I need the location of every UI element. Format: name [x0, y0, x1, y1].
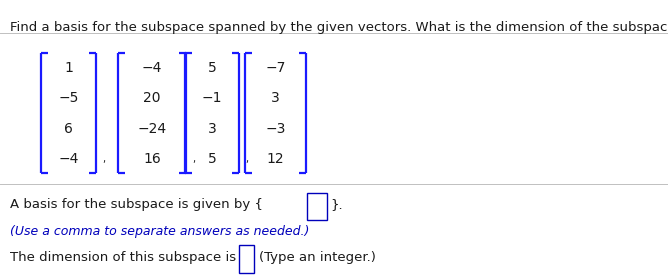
FancyBboxPatch shape — [307, 193, 327, 220]
Text: 6: 6 — [64, 122, 73, 136]
Text: −4: −4 — [58, 152, 79, 166]
Text: −24: −24 — [138, 122, 166, 136]
Text: ,: , — [246, 154, 248, 164]
Text: −4: −4 — [142, 61, 162, 75]
Text: 16: 16 — [143, 152, 161, 166]
Text: −5: −5 — [58, 91, 79, 105]
Text: The dimension of this subspace is: The dimension of this subspace is — [10, 251, 236, 264]
Text: ,: , — [102, 154, 105, 164]
Text: 5: 5 — [208, 61, 216, 75]
Text: 5: 5 — [208, 152, 216, 166]
Text: (Type an integer.): (Type an integer.) — [259, 251, 376, 264]
Text: 3: 3 — [271, 91, 280, 105]
Text: 3: 3 — [208, 122, 216, 136]
Text: 20: 20 — [143, 91, 161, 105]
Text: 12: 12 — [267, 152, 285, 166]
Text: }.: }. — [330, 199, 343, 211]
Text: −7: −7 — [265, 61, 286, 75]
Text: ,: , — [192, 154, 195, 164]
Text: −3: −3 — [265, 122, 286, 136]
Text: 1: 1 — [64, 61, 73, 75]
FancyBboxPatch shape — [239, 245, 254, 273]
Text: (Use a comma to separate answers as needed.): (Use a comma to separate answers as need… — [10, 225, 309, 238]
Text: Find a basis for the subspace spanned by the given vectors. What is the dimensio: Find a basis for the subspace spanned by… — [10, 21, 668, 34]
Text: A basis for the subspace is given by {: A basis for the subspace is given by { — [10, 199, 263, 211]
Text: −1: −1 — [202, 91, 222, 105]
